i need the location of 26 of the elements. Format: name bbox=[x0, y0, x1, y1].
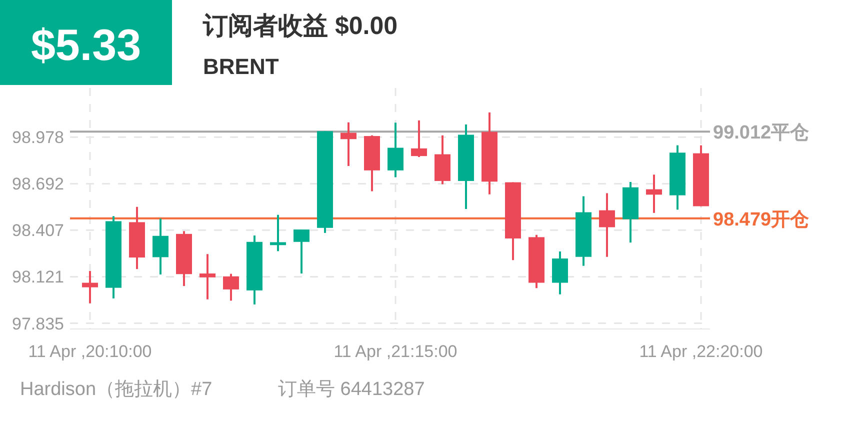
candlestick bbox=[82, 270, 98, 304]
candlestick bbox=[270, 214, 286, 252]
chart-title: 订阅者收益 $0.00 bbox=[202, 12, 398, 40]
y-tick-label: 98.978 bbox=[12, 128, 64, 148]
candlestick bbox=[223, 272, 239, 302]
ref-line-label: 99.012平仓 bbox=[713, 122, 810, 144]
x-tick-label: 11 Apr ,20:10:00 bbox=[28, 342, 152, 361]
ref-line-label: 98.479开仓 bbox=[713, 209, 810, 230]
chart-subtitle: BRENT bbox=[203, 54, 280, 79]
text: Hardison（拖拉机）#7 bbox=[20, 379, 212, 400]
y-tick-label: 98.121 bbox=[12, 268, 64, 287]
text: 订单号 64413287 bbox=[278, 379, 425, 400]
x-tick-label: 11 Apr ,21:15:00 bbox=[334, 342, 458, 361]
y-tick-label: 98.692 bbox=[12, 174, 64, 194]
candlestick bbox=[411, 119, 427, 158]
candlestick bbox=[388, 122, 404, 178]
candlestick bbox=[340, 121, 356, 167]
y-tick-label: 98.407 bbox=[12, 221, 64, 240]
candlestick bbox=[599, 192, 615, 258]
candlestick bbox=[646, 174, 662, 214]
candlestick bbox=[200, 253, 216, 300]
y-tick-label: 97.835 bbox=[12, 314, 64, 334]
text: $5.33 bbox=[30, 21, 142, 70]
x-tick-label: 11 Apr ,22:20:00 bbox=[639, 342, 763, 361]
candlestick bbox=[294, 228, 310, 274]
candlestick bbox=[152, 218, 168, 276]
